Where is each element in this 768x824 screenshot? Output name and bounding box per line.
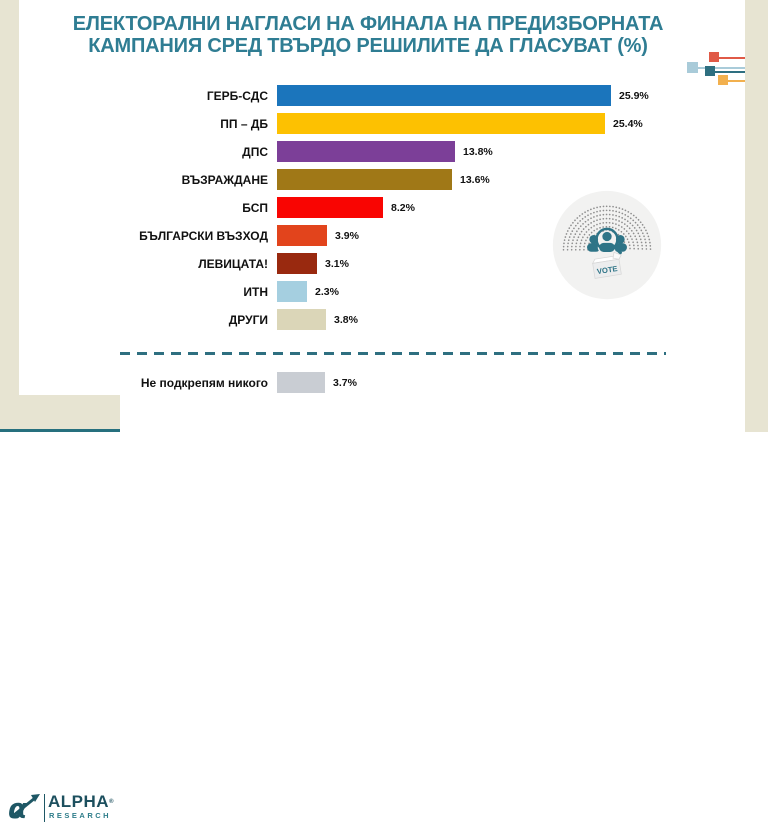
logo-name-text: ALPHA [48,792,110,811]
bar-no-support [277,372,325,393]
party-label: ДРУГИ [228,312,268,327]
left-border-strip [0,0,19,432]
party-label: ГЕРБ-СДС [206,88,268,103]
decor-line-teal [715,71,745,73]
party-label: ЛЕВИЦАТА! [198,256,268,271]
bar-balgarski-vazhod [277,225,327,246]
bar-row: БЪЛГАРСКИ ВЪЗХОД 3.9% [19,225,719,246]
bar-gerb-sds [277,85,611,106]
no-support-label: Не подкрепям никого [140,375,268,390]
party-label: БСП [242,200,268,215]
bar-chart: ГЕРБ-СДС 25.9% ПП – ДБ 25.4% ДПС 13.8% В… [19,85,719,337]
bar-row: ДРУГИ 3.8% [19,309,719,330]
bar-itn [277,281,307,302]
bar-row: БСП 8.2% [19,197,719,218]
right-border-strip [745,0,768,432]
decor-line-orange [728,80,745,82]
parliament-vote-graphic: VOTE [550,189,664,303]
page-title: ЕЛЕКТОРАЛНИ НАГЛАСИ НА ФИНАЛА НА ПРЕДИЗБ… [19,13,717,57]
bar-row: ПП – ДБ 25.4% [19,113,719,134]
vote-box-icon: VOTE [591,251,622,279]
logo-subtitle: RESEARCH [49,811,112,820]
bar-bsp [277,197,383,218]
parliament-seats-and-voters-icon: VOTE [552,190,662,300]
bar-dps [277,141,455,162]
bar-row: ИТН 2.3% [19,281,719,302]
value-label: 8.2% [391,201,415,214]
no-support-row: Не подкрепям никого 3.7% [19,372,357,400]
bar-pp-db [277,113,605,134]
value-label: 3.8% [334,313,358,326]
value-label: 3.9% [335,229,359,242]
dashed-separator-line [120,352,666,355]
bar-drugi [277,309,326,330]
party-label: ИТН [243,284,268,299]
logo-divider [44,794,45,822]
svg-text:VOTE: VOTE [596,264,618,276]
value-label: 25.4% [613,117,643,130]
page-title-line2: КАМПАНИЯ СРЕД ТВЪРДО РЕШИЛИТЕ ДА ГЛАСУВА… [88,35,648,57]
value-label: 3.1% [325,257,349,270]
bar-row: Не подкрепям никого 3.7% [19,372,357,393]
decor-square-orange [718,75,728,85]
value-label: 13.8% [463,145,493,158]
value-label: 3.7% [333,376,357,389]
party-label: ДПС [242,144,268,159]
value-label: 2.3% [315,285,339,298]
bar-row: ГЕРБ-СДС 25.9% [19,85,719,106]
value-label: 25.9% [619,89,649,102]
alpha-arrow-icon: α [8,792,40,824]
logo-name: ALPHA® [48,793,114,811]
party-label: ВЪЗРАЖДАНЕ [181,172,268,187]
page-title-line1: ЕЛЕКТОРАЛНИ НАГЛАСИ НА ФИНАЛА НА ПРЕДИЗБ… [72,13,664,35]
voters-magnifier-icon [587,227,627,255]
alpha-research-logo: α ALPHA® RESEARCH [0,395,120,824]
decor-square-teal [705,66,715,76]
bar-levicata [277,253,317,274]
bar-row: ВЪЗРАЖДАНЕ 13.6% [19,169,719,190]
decor-square-lightblue [687,62,698,73]
bar-row: ЛЕВИЦАТА! 3.1% [19,253,719,274]
bar-row: ДПС 13.8% [19,141,719,162]
decor-line-lightblue [698,67,745,69]
decor-square-red [709,52,719,62]
value-label: 13.6% [460,173,490,186]
logo-underline-bar [0,429,120,432]
bar-vazrazhdane [277,169,452,190]
decor-line-red [719,57,745,59]
party-label: ПП – ДБ [220,116,268,131]
registered-mark: ® [109,799,114,805]
party-label: БЪЛГАРСКИ ВЪЗХОД [139,228,268,243]
